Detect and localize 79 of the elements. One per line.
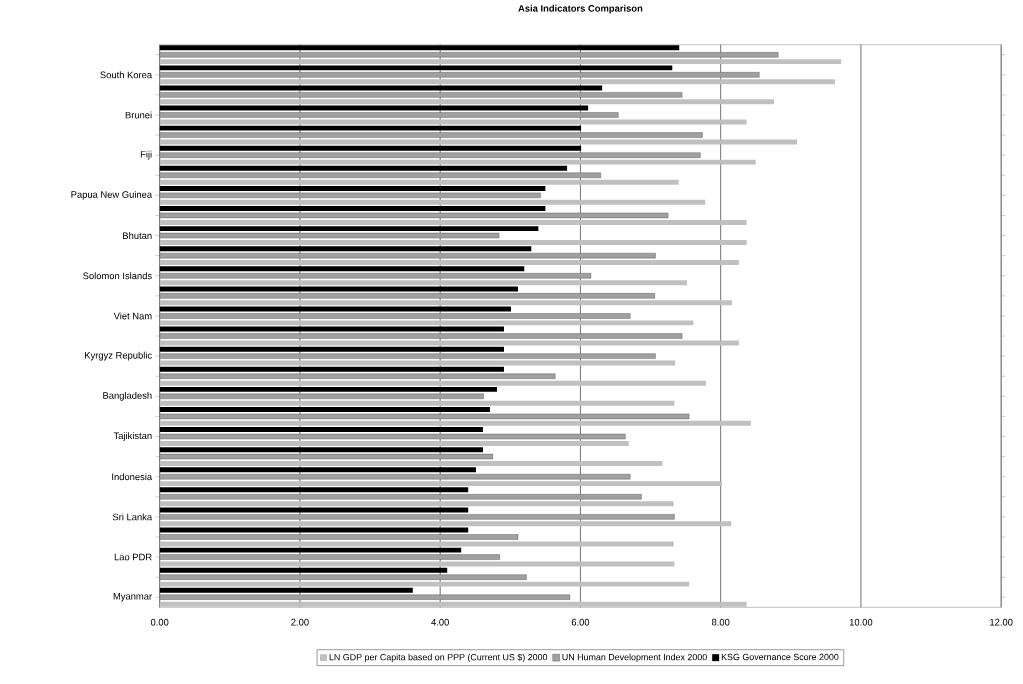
x-tick-label: 12.00 xyxy=(990,618,1013,626)
bar xyxy=(159,45,680,51)
bar xyxy=(159,346,504,352)
y-tick-label: Bhutan xyxy=(123,232,152,240)
y-tick-label: Fiji xyxy=(140,150,152,160)
bar xyxy=(159,581,690,587)
bar xyxy=(159,487,469,493)
y-tick-label: Sri Lanka xyxy=(112,513,153,521)
y-tick-label: Viet Nam xyxy=(113,312,152,320)
chart-title: Asia Indicators Comparison xyxy=(518,4,643,14)
bar xyxy=(159,507,469,513)
bar xyxy=(159,366,504,372)
bar xyxy=(159,159,756,165)
bar xyxy=(159,119,747,125)
bar xyxy=(159,547,462,553)
bar xyxy=(159,99,774,105)
bar xyxy=(159,527,469,533)
bar xyxy=(159,79,835,85)
bar xyxy=(159,387,497,392)
legend-label: KSG Governance Score 2000 xyxy=(721,653,839,661)
bar xyxy=(159,427,483,433)
bar xyxy=(159,421,751,426)
y-tick-label: South Korea xyxy=(100,71,153,79)
bar xyxy=(159,441,629,447)
bar xyxy=(159,601,747,607)
x-tick-label: 0.00 xyxy=(150,618,169,626)
y-tick-label: Lao PDR xyxy=(114,553,152,561)
bar xyxy=(159,380,706,386)
bar xyxy=(159,541,674,547)
y-tick-label: Brunei xyxy=(125,111,152,119)
y-tick-label: Indonesia xyxy=(112,473,153,481)
bar xyxy=(159,521,732,527)
bar xyxy=(159,407,490,413)
bar xyxy=(159,567,448,573)
x-tick-label: 2.00 xyxy=(291,618,309,626)
y-tick-label: Bangladesh xyxy=(103,392,152,401)
bar xyxy=(159,226,539,232)
bar xyxy=(159,300,732,306)
y-tick-label: Tajikistan xyxy=(113,432,152,442)
bar xyxy=(159,340,739,346)
bar xyxy=(159,246,532,252)
x-tick-label: 4.00 xyxy=(431,618,449,626)
bar xyxy=(159,260,739,266)
bar xyxy=(159,280,688,286)
bar xyxy=(159,320,694,326)
bar xyxy=(159,165,568,171)
bar xyxy=(159,105,589,111)
bar xyxy=(159,179,679,185)
bar xyxy=(159,326,504,332)
bar xyxy=(159,266,525,272)
bar xyxy=(159,481,723,487)
bar xyxy=(159,447,483,453)
bar xyxy=(159,85,603,91)
bar xyxy=(159,199,706,205)
bar xyxy=(159,461,663,467)
y-tick-label: Myanmar xyxy=(113,593,152,602)
bar xyxy=(159,286,518,292)
bar xyxy=(159,240,747,246)
y-tick-label: Solomon Islands xyxy=(83,272,152,280)
bar xyxy=(159,400,675,406)
bar xyxy=(159,59,842,65)
bar xyxy=(159,467,476,473)
bar xyxy=(159,65,673,71)
bar xyxy=(159,206,546,212)
legend-label: UN Human Development Index 2000 xyxy=(562,653,707,663)
bar xyxy=(159,139,798,145)
bar xyxy=(159,501,674,507)
x-tick-label: 10.00 xyxy=(849,618,873,626)
bar xyxy=(159,125,582,131)
x-tick-label: 8.00 xyxy=(711,618,730,626)
y-tick-label: Papua New Guinea xyxy=(71,191,153,200)
bar xyxy=(159,145,582,151)
bar xyxy=(159,186,546,192)
bar xyxy=(159,360,676,366)
bar xyxy=(159,587,413,593)
bar xyxy=(159,220,747,226)
x-tick-label: 6.00 xyxy=(571,618,590,626)
legend-label: LN GDP per Capita based on PPP (Current US $) 2000 xyxy=(329,653,548,663)
y-tick-label: Kyrgyz Republic xyxy=(85,351,152,361)
